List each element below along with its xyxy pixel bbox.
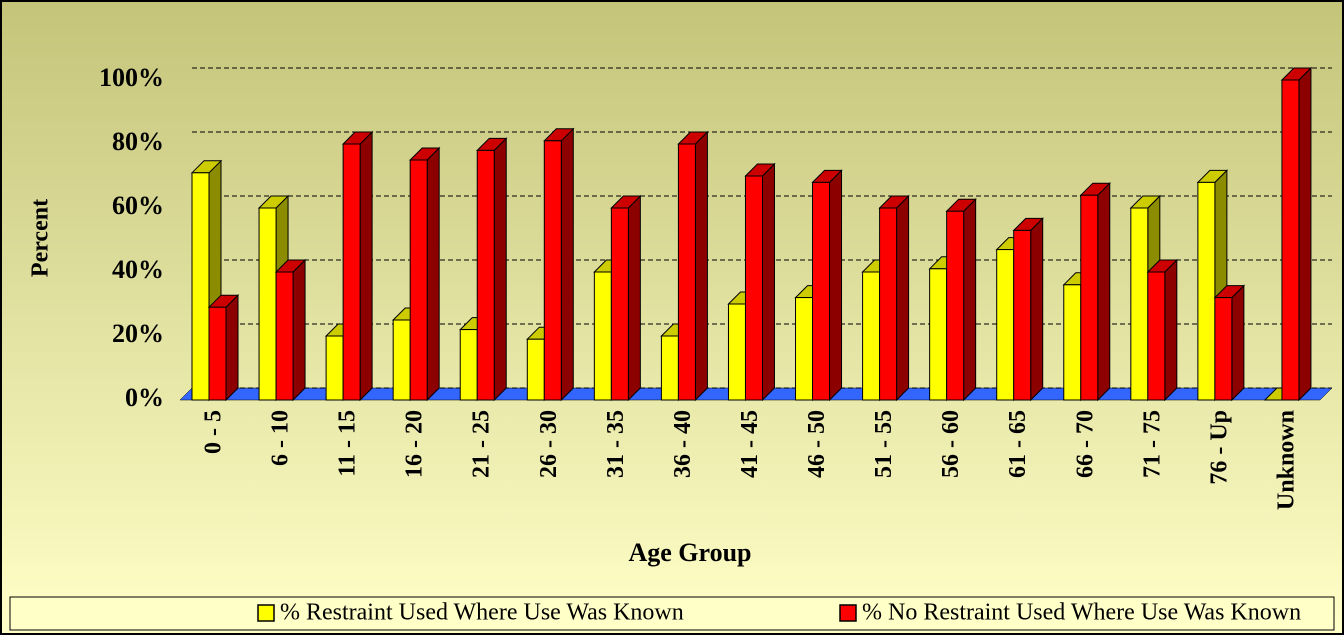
bar-side (1164, 258, 1178, 402)
bar-side (627, 194, 641, 402)
bar (191, 172, 210, 401)
bar-side (1231, 284, 1245, 402)
bar (258, 207, 277, 401)
bar (727, 303, 746, 401)
bar (325, 335, 344, 401)
x-tick-label: 41 - 45 (737, 410, 763, 478)
bar (660, 335, 679, 401)
bar (208, 306, 227, 401)
bar (1080, 194, 1099, 401)
x-tick-label: 0 - 5 (201, 410, 227, 454)
bar (610, 207, 629, 401)
x-tick-label: 16 - 20 (402, 410, 428, 478)
legend-label: % Restraint Used Where Use Was Known (280, 600, 684, 626)
bar-side (359, 130, 373, 402)
x-tick-label: 31 - 35 (603, 410, 629, 478)
legend-label: % No Restraint Used Where Use Was Known (862, 600, 1301, 626)
bar (795, 297, 814, 401)
y-tick-label: 60% (112, 191, 164, 220)
x-tick-label: 51 - 55 (871, 410, 897, 478)
bar (929, 268, 948, 401)
x-tick-label: 26 - 30 (536, 410, 562, 478)
bar-side (560, 127, 574, 402)
x-tick-label: Unknown (1273, 410, 1299, 510)
bar (812, 181, 831, 401)
x-tick-label: 76 - Up (1206, 410, 1232, 485)
bar-side (1298, 66, 1312, 402)
bar (946, 210, 965, 401)
bar (879, 207, 898, 401)
x-tick-label: 46 - 50 (804, 410, 830, 478)
bar (1130, 207, 1149, 401)
legend-swatch (257, 604, 275, 622)
x-tick-label: 56 - 60 (938, 410, 964, 478)
x-tick-label: 71 - 75 (1139, 410, 1165, 478)
bar (1013, 229, 1032, 401)
bar-side (1030, 217, 1044, 402)
y-tick-label: 0% (125, 383, 164, 412)
bar-side (493, 137, 507, 402)
bar (677, 143, 696, 401)
bar-side (963, 197, 977, 402)
bar (593, 271, 612, 401)
bar (476, 149, 495, 401)
bar (1063, 284, 1082, 401)
bar (459, 329, 478, 401)
x-axis-title: Age Group (628, 538, 751, 567)
x-tick-label: 66 - 70 (1072, 410, 1098, 478)
x-tick-label: 36 - 40 (670, 410, 696, 478)
legend-box (9, 596, 1335, 631)
bar (744, 175, 763, 401)
bar (275, 271, 294, 401)
bar (1197, 181, 1216, 401)
bar-side (426, 146, 440, 402)
bar (1214, 297, 1233, 401)
x-tick-label: 61 - 65 (1005, 410, 1031, 478)
bar (409, 159, 428, 401)
bar-side (225, 293, 239, 402)
y-tick-label: 80% (112, 127, 164, 156)
bar-side (1097, 181, 1111, 402)
bar (1147, 271, 1166, 401)
bar-side (829, 169, 843, 402)
legend-swatch (839, 604, 857, 622)
bar (392, 319, 411, 401)
bar-side (896, 194, 910, 402)
y-tick-label: 100% (99, 63, 164, 92)
bar-side (761, 162, 775, 402)
x-tick-label: 6 - 10 (268, 410, 294, 466)
x-tick-label: 11 - 15 (335, 410, 361, 477)
bar (342, 143, 361, 401)
y-axis-title: Percent (28, 199, 54, 277)
bar-side (292, 258, 306, 402)
bar (543, 140, 562, 401)
y-tick-label: 40% (112, 255, 164, 284)
bar (526, 338, 545, 401)
bar (1281, 79, 1300, 401)
bar (996, 249, 1015, 401)
bar (862, 271, 881, 401)
x-tick-label: 21 - 25 (469, 410, 495, 478)
bar-side (694, 130, 708, 402)
y-tick-label: 20% (112, 319, 164, 348)
